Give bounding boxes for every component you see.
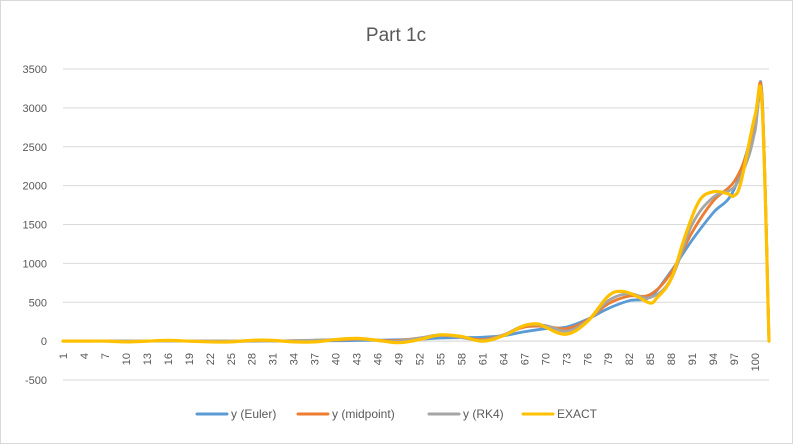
chart-title: Part 1c xyxy=(366,25,426,46)
x-tick-label: 73 xyxy=(561,353,573,365)
series-line-exact xyxy=(61,84,771,345)
legend-label-exact: EXACT xyxy=(557,407,598,421)
x-tick-label: 85 xyxy=(645,353,657,365)
x-tick-label: 76 xyxy=(582,353,594,365)
y-axis-ticks: -500 0 500 1000 1500 2000 2500 3000 3500 xyxy=(23,64,47,387)
x-tick-label: 25 xyxy=(226,353,238,365)
y-tick-label: 2000 xyxy=(23,181,47,193)
x-tick-label: 1 xyxy=(58,353,70,359)
x-tick-label: 16 xyxy=(163,353,175,365)
x-tick-label: 43 xyxy=(352,353,364,365)
legend-label-y-rk4: y (RK4) xyxy=(463,407,504,421)
legend-label-y-midpoint: y (midpoint) xyxy=(332,407,395,421)
legend-label-y-euler: y (Euler) xyxy=(231,407,276,421)
x-tick-label: 40 xyxy=(331,353,343,365)
x-tick-label: 31 xyxy=(268,353,280,365)
y-tick-label: 500 xyxy=(29,297,47,309)
x-tick-label: 49 xyxy=(394,353,406,365)
x-tick-label: 100 xyxy=(750,353,762,371)
x-tick-label: 7 xyxy=(100,353,112,359)
x-tick-label: 34 xyxy=(289,353,301,365)
x-axis-ticks: 1 4 7 10 13 16 19 22 25 28 31 34 37 40 43 46 49 52 55 58 61 6… xyxy=(58,353,762,371)
x-tick-label: 79 xyxy=(603,353,615,365)
x-tick-label: 91 xyxy=(687,353,699,365)
x-tick-label: 58 xyxy=(456,353,468,365)
y-tick-label: 3500 xyxy=(23,64,47,76)
x-tick-label: 61 xyxy=(477,353,489,365)
x-tick-label: 70 xyxy=(540,353,552,365)
legend: y (Euler) y (midpoint) y (RK4) EXACT xyxy=(195,407,598,421)
x-tick-label: 46 xyxy=(373,353,385,365)
x-tick-label: 4 xyxy=(79,353,91,359)
x-tick-label: 19 xyxy=(184,353,196,365)
x-tick-label: 97 xyxy=(729,353,741,365)
y-tick-label: 1500 xyxy=(23,220,47,232)
x-tick-label: 55 xyxy=(435,353,447,365)
x-tick-label: 10 xyxy=(121,353,133,365)
x-tick-label: 64 xyxy=(498,353,510,365)
series-line-y-rk4 xyxy=(61,89,771,343)
x-tick-label: 82 xyxy=(624,353,636,365)
y-tick-label: 0 xyxy=(41,336,47,348)
y-tick-label: 3000 xyxy=(23,103,47,115)
x-tick-label: 88 xyxy=(666,353,678,365)
x-tick-label: 37 xyxy=(310,353,322,365)
x-tick-label: 94 xyxy=(708,353,720,365)
y-tick-label: -500 xyxy=(25,375,47,387)
x-tick-label: 52 xyxy=(414,353,426,365)
series-lines xyxy=(61,80,771,345)
x-tick-label: 28 xyxy=(247,353,259,365)
x-tick-label: 13 xyxy=(142,353,154,365)
x-tick-label: 22 xyxy=(205,353,217,365)
x-tick-label: 67 xyxy=(519,353,531,365)
y-tick-label: 2500 xyxy=(23,142,47,154)
gridlines xyxy=(63,68,769,381)
y-tick-label: 1000 xyxy=(23,258,47,270)
